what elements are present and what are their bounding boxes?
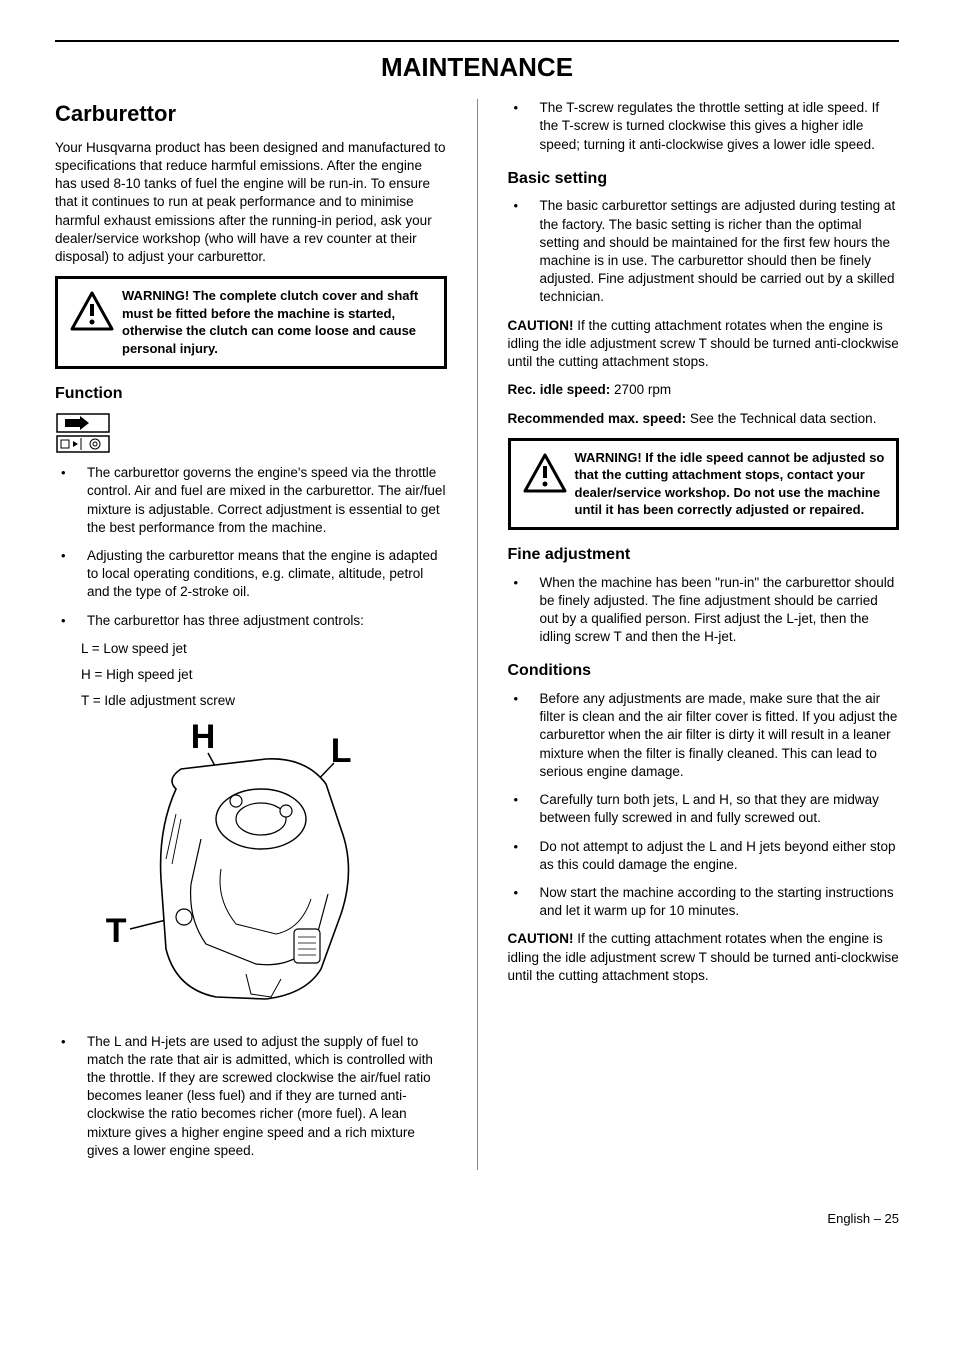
bullet-text: Before any adjustments are made, make su… [540, 690, 900, 781]
label-t: T [106, 909, 127, 955]
caution-label: CAUTION! [508, 931, 574, 946]
intro-paragraph: Your Husqvarna product has been designed… [55, 139, 447, 267]
list-item: The carburettor has three adjustment con… [55, 612, 447, 630]
warning-box-clutch: WARNING! The complete clutch cover and s… [55, 276, 447, 368]
caution-label: CAUTION! [508, 318, 574, 333]
conditions-bullets: Before any adjustments are made, make su… [508, 690, 900, 920]
bullet-text: Carefully turn both jets, L and H, so th… [540, 791, 900, 827]
carburettor-heading: Carburettor [55, 99, 447, 129]
footer-page-number: 25 [885, 1211, 899, 1226]
bullet-text: The L and H-jets are used to adjust the … [87, 1033, 447, 1161]
list-item: When the machine has been "run-in" the c… [508, 574, 900, 647]
bullet-text: The carburettor has three adjustment con… [87, 612, 447, 630]
rec-max-speed: Recommended max. speed: See the Technica… [508, 410, 900, 428]
bullet-text: The basic carburettor settings are adjus… [540, 197, 900, 306]
list-item: Carefully turn both jets, L and H, so th… [508, 791, 900, 827]
bullet-text: Adjusting the carburettor means that the… [87, 547, 447, 602]
basic-setting-heading: Basic setting [508, 168, 900, 190]
function-bullets: The carburettor governs the engine's spe… [55, 464, 447, 630]
warning-box-idle: WARNING! If the idle speed cannot be adj… [508, 438, 900, 530]
engine-diagram: H L T [106, 719, 396, 1019]
warning-triangle-icon [521, 449, 569, 493]
idle-label: Rec. idle speed: [508, 382, 611, 397]
fine-adjustment-bullets: When the machine has been "run-in" the c… [508, 574, 900, 647]
list-item: Adjusting the carburettor means that the… [55, 547, 447, 602]
footer-dash: – [874, 1211, 885, 1226]
left-column: Carburettor Your Husqvarna product has b… [55, 99, 447, 1170]
max-label: Recommended max. speed: [508, 411, 687, 426]
page-title: MAINTENANCE [55, 50, 899, 85]
top-rule [55, 40, 899, 42]
list-item: The T-screw regulates the throttle setti… [508, 99, 900, 154]
label-h: H [191, 715, 216, 761]
basic-setting-bullets: The basic carburettor settings are adjus… [508, 197, 900, 306]
bullet-text: When the machine has been "run-in" the c… [540, 574, 900, 647]
rec-idle-speed: Rec. idle speed: 2700 rpm [508, 381, 900, 399]
list-item: Now start the machine according to the s… [508, 884, 900, 920]
def-t: T = Idle adjustment screw [55, 692, 447, 710]
bullet-text: Now start the machine according to the s… [540, 884, 900, 920]
caution-2: CAUTION! If the cutting attachment rotat… [508, 930, 900, 985]
column-divider [477, 99, 478, 1170]
list-item: The L and H-jets are used to adjust the … [55, 1033, 447, 1161]
list-item: Do not attempt to adjust the L and H jet… [508, 838, 900, 874]
choke-icon-illustration [55, 412, 111, 454]
function-heading: Function [55, 383, 447, 405]
conditions-heading: Conditions [508, 660, 900, 682]
label-l: L [331, 729, 352, 775]
lh-jets-bullet: The L and H-jets are used to adjust the … [55, 1033, 447, 1161]
idle-value: 2700 rpm [610, 382, 671, 397]
def-l: L = Low speed jet [55, 640, 447, 658]
content-columns: Carburettor Your Husqvarna product has b… [55, 99, 899, 1170]
max-value: See the Technical data section. [686, 411, 876, 426]
bullet-text: Do not attempt to adjust the L and H jet… [540, 838, 900, 874]
warning-clutch-text: WARNING! The complete clutch cover and s… [116, 287, 434, 357]
warning-idle-text: WARNING! If the idle speed cannot be adj… [569, 449, 887, 519]
caution-1: CAUTION! If the cutting attachment rotat… [508, 317, 900, 372]
right-column: The T-screw regulates the throttle setti… [508, 99, 900, 1170]
tscrew-bullet: The T-screw regulates the throttle setti… [508, 99, 900, 154]
footer-language: English [827, 1211, 870, 1226]
engine-svg [106, 719, 396, 1019]
warning-triangle-icon [68, 287, 116, 331]
page-footer: English – 25 [55, 1210, 899, 1228]
bullet-text: The T-screw regulates the throttle setti… [540, 99, 900, 154]
list-item: The basic carburettor settings are adjus… [508, 197, 900, 306]
list-item: Before any adjustments are made, make su… [508, 690, 900, 781]
fine-adjustment-heading: Fine adjustment [508, 544, 900, 566]
list-item: The carburettor governs the engine's spe… [55, 464, 447, 537]
def-h: H = High speed jet [55, 666, 447, 684]
bullet-text: The carburettor governs the engine's spe… [87, 464, 447, 537]
